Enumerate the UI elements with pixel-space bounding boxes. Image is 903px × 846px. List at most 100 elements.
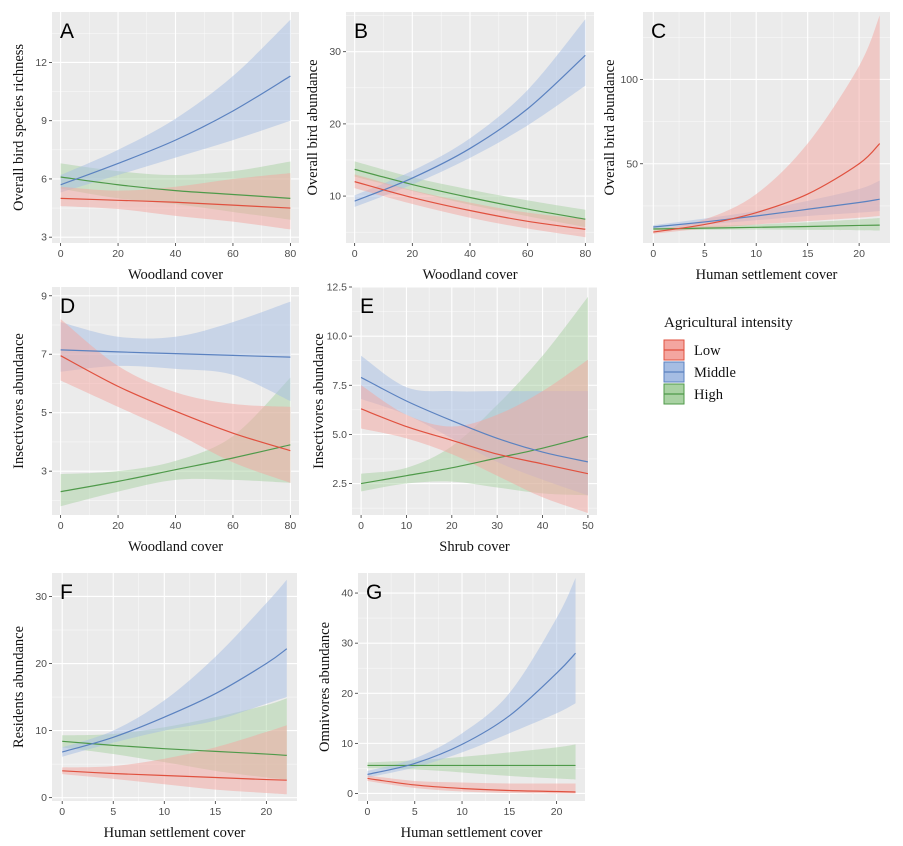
y-tick-label-e: 12.5 bbox=[327, 282, 348, 294]
series-line-high-b bbox=[354, 168, 586, 220]
series-line-middle-g bbox=[367, 652, 576, 776]
x-tick-label-g: 20 bbox=[551, 806, 563, 818]
x-tick-label-d: 60 bbox=[227, 520, 239, 532]
x-tick-label-a: 20 bbox=[112, 248, 124, 260]
x-tick-label-f: 0 bbox=[59, 806, 65, 818]
y-tick-label-g: 0 bbox=[347, 788, 353, 800]
x-tick-label-a: 60 bbox=[227, 248, 239, 260]
panel-f: 0 5 10 15 20 0 10 20 30 Human settlement cover Res… bbox=[11, 573, 297, 841]
y-tick-label-f: 20 bbox=[35, 658, 47, 670]
y-tick-label-b: 10 bbox=[329, 191, 341, 203]
plot-area-g bbox=[367, 578, 576, 794]
series-line-low-g bbox=[367, 777, 576, 793]
x-tick-label-f: 15 bbox=[209, 806, 221, 818]
chart-panels: 0 20 40 60 80 3 6 9 12 Woodland cover Overall bird… bbox=[11, 12, 890, 841]
confidence-band-middle-g bbox=[367, 578, 576, 778]
x-tick-label-c: 20 bbox=[853, 248, 865, 260]
y-tick-label-e: 2.5 bbox=[332, 478, 347, 490]
panel-letter-d: D bbox=[60, 295, 75, 318]
y-axis-label-d: Insectivores abundance bbox=[11, 333, 27, 469]
confidence-band-high-g bbox=[367, 744, 576, 780]
y-tick-label-g: 30 bbox=[341, 638, 353, 650]
x-tick-label-c: 10 bbox=[750, 248, 762, 260]
panel-d: 0 20 40 60 80 3 5 7 9 Woodland cover Insectivores … bbox=[11, 287, 299, 555]
y-tick-label-c: 50 bbox=[626, 158, 638, 170]
x-tick-label-b: 80 bbox=[580, 248, 592, 260]
y-tick-label-a: 12 bbox=[35, 57, 47, 69]
x-tick-label-g: 10 bbox=[456, 806, 468, 818]
series-line-low-e bbox=[360, 408, 589, 475]
y-axis-label-a: Overall bird species richness bbox=[11, 44, 27, 211]
x-tick-label-a: 80 bbox=[285, 248, 297, 260]
x-axis-label-d: Woodland cover bbox=[128, 539, 223, 555]
y-tick-label-a: 9 bbox=[41, 115, 47, 127]
x-tick-label-g: 5 bbox=[412, 806, 418, 818]
x-axis-label-a: Woodland cover bbox=[128, 267, 223, 283]
y-tick-label-d: 9 bbox=[41, 290, 47, 302]
panel-letter-f: F bbox=[60, 581, 73, 604]
y-axis-label-f: Residents abundance bbox=[11, 626, 27, 748]
series-line-low-f bbox=[62, 770, 287, 781]
y-tick-label-f: 10 bbox=[35, 725, 47, 737]
panel-b: 0 20 40 60 80 10 20 30 Woodland cover Overall bir… bbox=[305, 12, 594, 283]
x-tick-label-a: 0 bbox=[58, 248, 64, 260]
x-tick-label-g: 15 bbox=[503, 806, 515, 818]
confidence-band-middle-f bbox=[62, 579, 287, 757]
x-tick-label-f: 5 bbox=[110, 806, 116, 818]
legend-item-high: High bbox=[663, 383, 724, 405]
x-axis-label-g: Human settlement cover bbox=[401, 825, 543, 841]
legend-title: Agricultural intensity bbox=[664, 315, 793, 331]
y-tick-label-e: 7.5 bbox=[332, 380, 347, 392]
y-tick-label-b: 20 bbox=[329, 118, 341, 130]
x-tick-label-f: 10 bbox=[158, 806, 170, 818]
confidence-band-low-a bbox=[60, 173, 291, 230]
panel-c: 0 5 10 15 20 50 100 Human settlement cover Overa… bbox=[602, 12, 890, 283]
y-tick-label-f: 0 bbox=[41, 792, 47, 804]
legend-label-middle: Middle bbox=[694, 365, 736, 381]
series-line-middle-a bbox=[60, 75, 291, 186]
x-axis-label-e: Shrub cover bbox=[439, 539, 510, 555]
x-tick-label-f: 20 bbox=[261, 806, 273, 818]
x-tick-label-d: 40 bbox=[170, 520, 182, 532]
y-tick-label-e: 10.0 bbox=[327, 331, 348, 343]
y-tick-label-d: 7 bbox=[41, 349, 47, 361]
confidence-band-low-d bbox=[60, 319, 291, 483]
x-axis-label-b: Woodland cover bbox=[422, 267, 517, 283]
x-tick-label-e: 10 bbox=[401, 520, 413, 532]
x-tick-label-e: 40 bbox=[537, 520, 549, 532]
y-axis-label-g: Omnivores abundance bbox=[317, 622, 333, 752]
panel-e: 0 10 20 30 40 50 2.5 5.0 7.5 10.0 12.5 Shrub cover I… bbox=[311, 282, 597, 555]
legend-item-low: Low bbox=[663, 339, 721, 361]
x-tick-label-e: 20 bbox=[446, 520, 458, 532]
series-line-high-f bbox=[62, 740, 287, 756]
series-line-middle-f bbox=[62, 648, 288, 753]
legend-item-middle: Middle bbox=[663, 361, 736, 383]
plot-area-a bbox=[60, 19, 291, 230]
confidence-band-low-g bbox=[367, 775, 576, 794]
panel-letter-c: C bbox=[651, 20, 666, 43]
series-line-high-e bbox=[360, 435, 589, 485]
y-tick-label-b: 30 bbox=[329, 46, 341, 58]
plot-area-d bbox=[60, 301, 291, 507]
x-tick-label-e: 0 bbox=[358, 520, 364, 532]
x-tick-label-d: 0 bbox=[58, 520, 64, 532]
y-tick-label-g: 40 bbox=[341, 588, 353, 600]
series-line-low-d bbox=[60, 355, 291, 452]
confidence-band-low-f bbox=[62, 725, 287, 795]
series-line-middle-d bbox=[60, 349, 291, 358]
x-axis-label-c: Human settlement cover bbox=[696, 267, 838, 283]
series-line-high-a bbox=[60, 176, 291, 199]
x-tick-label-c: 0 bbox=[650, 248, 656, 260]
confidence-band-high-d bbox=[60, 377, 291, 507]
y-tick-label-a: 3 bbox=[41, 232, 47, 244]
plot-area-e bbox=[360, 296, 589, 514]
y-tick-label-f: 30 bbox=[35, 591, 47, 603]
y-tick-label-a: 6 bbox=[41, 173, 47, 185]
y-tick-label-g: 20 bbox=[341, 688, 353, 700]
x-tick-label-d: 20 bbox=[112, 520, 124, 532]
panel-letter-b: B bbox=[354, 20, 368, 43]
panel-g: 0 5 10 15 20 0 10 20 30 40 Human settlement cover O… bbox=[317, 573, 585, 841]
confidence-band-middle-d bbox=[60, 301, 291, 401]
y-axis-label-e: Insectivores abundance bbox=[311, 333, 327, 469]
